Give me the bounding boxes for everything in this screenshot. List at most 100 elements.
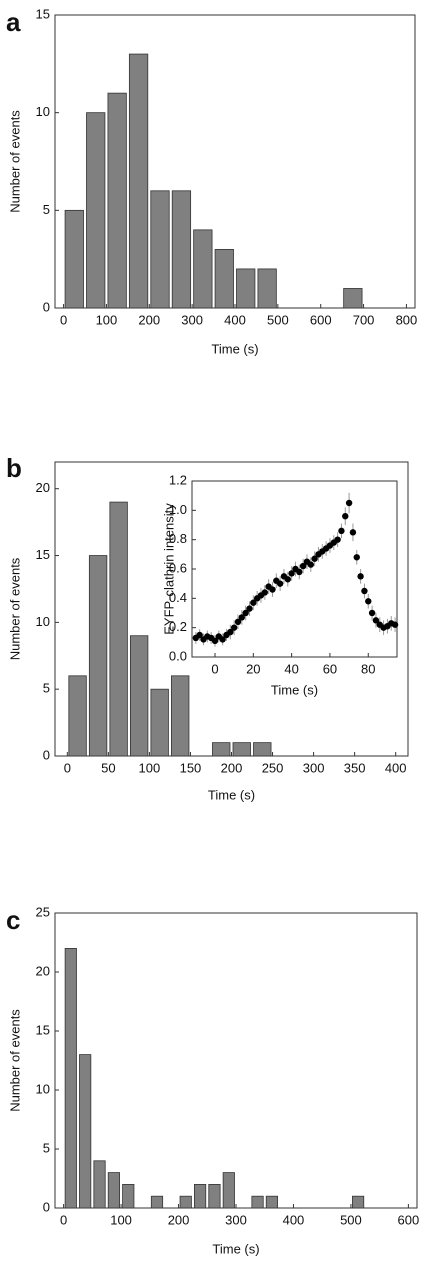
x-tick-label: 0: [211, 661, 218, 676]
x-tick-label: 400: [224, 312, 246, 327]
data-point: [288, 570, 295, 577]
bar: [150, 1195, 164, 1209]
data-point: [246, 605, 253, 612]
x-tick-label: 500: [267, 312, 289, 327]
y-tick-label: 15: [36, 547, 50, 562]
data-point: [365, 598, 372, 605]
y-axis-label: Number of events: [7, 557, 22, 660]
y-tick-label: 10: [36, 104, 50, 119]
data-point: [345, 499, 353, 507]
bar: [179, 1195, 192, 1209]
x-tick-label: 200: [138, 312, 160, 327]
axes-frame: [54, 912, 418, 1209]
y-tick-label: 5: [43, 202, 50, 217]
x-tick-label: 700: [353, 312, 375, 327]
x-tick-label: 300: [181, 312, 203, 327]
data-point: [227, 628, 234, 636]
bar: [352, 1195, 365, 1209]
x-tick-label: 800: [396, 312, 418, 327]
y-tick-label: 15: [36, 6, 50, 21]
data-point: [269, 586, 276, 593]
x-tick-label: 60: [323, 661, 337, 676]
bar: [107, 92, 127, 309]
y-axis-label: Number of events: [7, 1009, 22, 1112]
data-point: [299, 562, 307, 570]
bar: [265, 1195, 278, 1209]
data-point: [349, 529, 357, 536]
y-tick-label: 0.4: [169, 590, 187, 605]
data-point: [334, 536, 341, 543]
data-point: [276, 580, 284, 587]
bar: [150, 688, 169, 757]
x-tick-label: 0: [60, 1212, 67, 1227]
x-axis-label: Time (s): [271, 682, 318, 697]
y-tick-label: 10: [36, 614, 50, 629]
x-tick-label: 200: [221, 760, 243, 775]
bar: [109, 501, 128, 757]
bar: [251, 1195, 264, 1209]
y-tick-label: 0.6: [169, 560, 187, 575]
bar: [79, 1054, 92, 1209]
data-point: [361, 587, 368, 595]
data-point: [391, 621, 399, 628]
panel-letter: a: [6, 7, 21, 37]
x-tick-label: 80: [361, 661, 375, 676]
x-tick-label: 0: [60, 312, 67, 327]
bar: [212, 742, 231, 757]
x-tick-label: 200: [168, 1212, 190, 1227]
x-tick-label: 500: [340, 1212, 362, 1227]
y-tick-label: 1.2: [169, 472, 187, 487]
x-tick-label: 300: [303, 760, 325, 775]
bar: [193, 229, 213, 309]
y-tick-label: 1.0: [169, 502, 187, 517]
x-tick-label: 400: [283, 1212, 305, 1227]
y-tick-label: 10: [36, 1081, 50, 1096]
bar: [88, 555, 108, 757]
data-point: [357, 573, 364, 580]
bar: [343, 288, 363, 309]
data-point: [368, 609, 376, 617]
data-point: [338, 527, 345, 535]
y-tick-label: 20: [36, 480, 50, 495]
y-tick-label: 0: [43, 747, 50, 762]
bar: [150, 190, 170, 309]
data-point: [234, 618, 242, 625]
data-point: [219, 636, 226, 643]
y-tick-label: 20: [36, 963, 50, 978]
bar: [257, 268, 277, 309]
bar: [232, 742, 251, 757]
data-point: [311, 555, 318, 562]
bar: [86, 112, 106, 309]
x-tick-label: 600: [310, 312, 332, 327]
x-tick-label: 100: [110, 1212, 132, 1227]
data-point: [296, 568, 303, 576]
x-tick-label: 100: [139, 760, 161, 775]
bar: [122, 1184, 135, 1209]
bar: [64, 948, 77, 1209]
data-point: [250, 599, 257, 606]
y-tick-label: 15: [36, 1022, 50, 1037]
data-point: [242, 609, 249, 617]
bar: [171, 675, 190, 757]
data-point: [230, 624, 238, 631]
y-tick-label: 0: [43, 299, 50, 314]
bar: [253, 742, 272, 757]
bar: [214, 248, 234, 309]
y-tick-label: 0.0: [169, 648, 187, 663]
data-point: [353, 554, 360, 561]
x-tick-label: 600: [398, 1212, 420, 1227]
bar: [222, 1172, 235, 1209]
data-point: [261, 589, 269, 596]
y-tick-label: 25: [36, 904, 50, 919]
bar: [236, 268, 256, 309]
bar: [171, 190, 192, 309]
x-tick-label: 100: [96, 312, 118, 327]
bar: [107, 1172, 120, 1209]
data-point: [211, 637, 219, 645]
data-point: [196, 631, 203, 639]
bar: [129, 635, 149, 757]
x-tick-label: 350: [344, 760, 366, 775]
x-axis-label: Time (s): [212, 1241, 259, 1256]
x-axis-label: Time (s): [211, 341, 258, 356]
